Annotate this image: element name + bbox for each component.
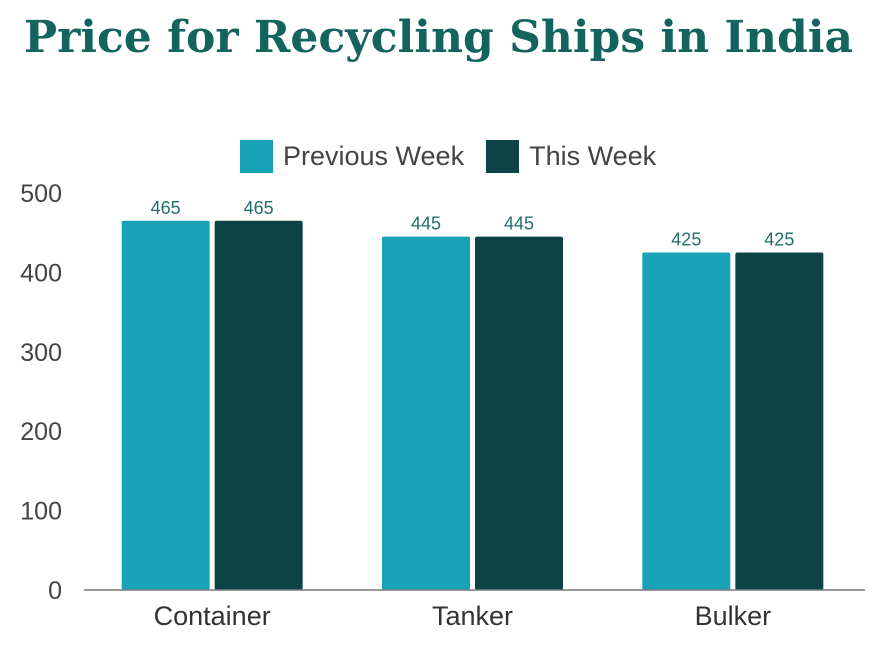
bar-tanker-this-week[interactable] <box>475 236 563 591</box>
bar-bulker-this-week[interactable] <box>735 252 824 591</box>
legend-swatch-this-week <box>486 140 520 173</box>
bar-container-previous-week[interactable] <box>121 220 210 591</box>
data-label-container-this-week: 465 <box>244 198 274 218</box>
bar-tanker-previous-week[interactable] <box>382 236 470 591</box>
y-tick-label-500: 500 <box>20 180 62 208</box>
y-tick-label-200: 200 <box>20 418 62 446</box>
y-tick-label-300: 300 <box>20 339 62 367</box>
bar-bulker-previous-week[interactable] <box>642 252 731 591</box>
data-label-tanker-this-week: 445 <box>504 214 534 234</box>
y-tick-label-0: 0 <box>48 577 62 605</box>
data-label-tanker-previous-week: 445 <box>411 214 441 234</box>
y-tick-label-100: 100 <box>20 498 62 526</box>
x-tick-label-container: Container <box>154 601 271 631</box>
data-label-bulker-this-week: 425 <box>764 230 794 250</box>
legend-label-previous-week: Previous Week <box>283 141 465 171</box>
y-tick-label-400: 400 <box>20 259 62 287</box>
x-tick-label-bulker: Bulker <box>695 601 772 631</box>
chart-legend: Previous Week This Week <box>240 140 656 173</box>
legend-item-this-week[interactable]: This Week <box>486 140 656 173</box>
data-label-container-previous-week: 465 <box>151 198 181 218</box>
legend-swatch-previous-week <box>240 140 273 173</box>
legend-label-this-week: This Week <box>529 141 657 171</box>
bar-container-this-week[interactable] <box>214 220 303 591</box>
chart-title: Price for Recycling Ships in India <box>24 12 853 63</box>
x-tick-label-tanker: Tanker <box>432 601 513 631</box>
legend-item-previous-week[interactable]: Previous Week <box>240 140 464 173</box>
data-label-bulker-previous-week: 425 <box>671 230 701 250</box>
